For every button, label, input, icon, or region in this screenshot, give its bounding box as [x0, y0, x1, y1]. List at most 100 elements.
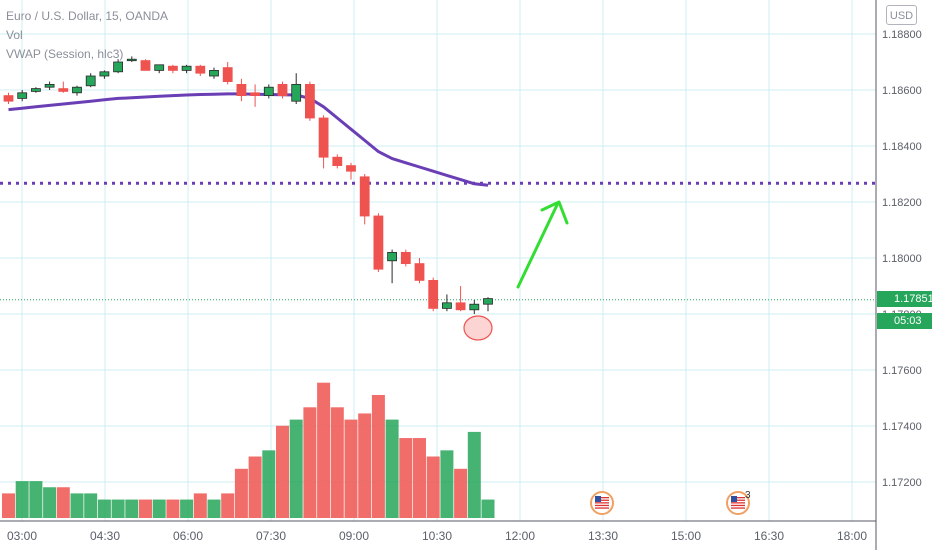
- flag-stripe: [595, 497, 609, 499]
- volume-bar: [56, 487, 70, 518]
- y-tick-label: 1.18600: [882, 85, 922, 97]
- volume-bar: [111, 499, 125, 518]
- candle-body: [181, 65, 192, 71]
- y-tick-label: 1.18000: [882, 253, 922, 265]
- volume-bar: [29, 481, 43, 518]
- volume-bar: [330, 407, 344, 518]
- last-price-label: 1.17851: [877, 291, 932, 307]
- volume-bar: [399, 438, 413, 518]
- volume-bar: [15, 481, 29, 518]
- volume-bar: [413, 438, 426, 518]
- y-tick-label: 1.17200: [882, 477, 922, 489]
- volume-bar: [221, 493, 235, 518]
- volume-bar: [43, 487, 57, 518]
- x-tick-label: 13:30: [588, 529, 618, 543]
- candle-body: [455, 302, 466, 311]
- flag-stripe: [731, 507, 745, 509]
- candle-body: [291, 84, 302, 102]
- flag-stripe: [731, 499, 745, 501]
- y-tick-label: 1.17400: [882, 421, 922, 433]
- volume-bar: [97, 499, 111, 518]
- volume-bar: [303, 407, 317, 518]
- vwap-indicator-label[interactable]: VWAP (Session, hlc3): [6, 47, 124, 61]
- volume-bar: [481, 499, 495, 518]
- candle-body: [140, 60, 151, 71]
- volume-bar: [426, 456, 440, 518]
- candle-body: [113, 61, 123, 73]
- flag-stripe: [731, 504, 745, 507]
- candle-body: [414, 263, 425, 281]
- flag-canton: [595, 496, 601, 502]
- volume-bar: [262, 450, 276, 518]
- volume-bar: [234, 468, 248, 518]
- volume-bar: [180, 499, 194, 518]
- volume-bar: [152, 499, 166, 518]
- candle-body: [387, 251, 398, 262]
- volume-bar: [344, 419, 358, 518]
- candle-body: [99, 71, 110, 77]
- volume-bar: [467, 431, 481, 518]
- x-tick-label: 10:30: [422, 529, 452, 543]
- candle-body: [346, 165, 356, 172]
- candle-body: [469, 303, 480, 311]
- volume-bar: [248, 456, 262, 518]
- low-marker-circle: [463, 315, 493, 341]
- candle-body: [222, 67, 233, 82]
- flag-stripe: [595, 507, 609, 509]
- y-tick-label: 1.18200: [882, 197, 922, 209]
- candle-body: [209, 70, 219, 77]
- volume-bar: [440, 450, 454, 518]
- volume-bar: [371, 395, 385, 518]
- volume-bar: [385, 419, 399, 518]
- candle-body: [30, 88, 41, 92]
- y-tick-label: 1.18800: [882, 29, 922, 41]
- candle-body: [17, 92, 28, 99]
- volume-indicator-label[interactable]: Vol: [6, 28, 23, 42]
- x-tick-label: 04:30: [90, 529, 120, 543]
- volume-bar: [166, 499, 180, 518]
- volume-bar: [358, 413, 372, 518]
- candle-body: [236, 84, 247, 97]
- volume-bar: [125, 499, 139, 518]
- candle-body: [154, 64, 165, 71]
- volume-bar: [454, 468, 468, 518]
- flag-stripe: [595, 504, 609, 507]
- x-tick-label: 16:30: [754, 529, 784, 543]
- candle-body: [318, 117, 329, 158]
- candle-body: [85, 75, 96, 87]
- symbol-title[interactable]: Euro / U.S. Dollar, 15, OANDA: [6, 9, 169, 23]
- candle-body: [167, 65, 178, 71]
- candle-body: [72, 86, 82, 94]
- candle-body: [126, 58, 137, 62]
- candle-body: [332, 156, 343, 166]
- volume-bar: [317, 382, 331, 518]
- candle-body: [277, 84, 288, 97]
- candle-body: [250, 92, 261, 97]
- x-tick-label: 09:00: [339, 529, 369, 543]
- candle-body: [400, 251, 411, 264]
- flag-canton: [731, 496, 737, 502]
- candle-body: [483, 298, 493, 305]
- flag-stripe: [595, 499, 609, 501]
- candle-body: [58, 88, 69, 92]
- x-tick-label: 18:00: [837, 529, 867, 543]
- x-tick-label: 06:00: [173, 529, 203, 543]
- flag-stripe: [731, 502, 745, 504]
- volume-bar: [70, 493, 84, 518]
- y-tick-label: 1.17600: [882, 365, 922, 377]
- event-count-badge: 3: [745, 490, 751, 501]
- volume-bar: [193, 493, 207, 518]
- volume-bar: [289, 419, 303, 518]
- x-tick-label: 15:00: [671, 529, 701, 543]
- currency-button[interactable]: USD: [886, 5, 917, 25]
- candle-body: [3, 95, 14, 102]
- x-tick-label: 12:00: [505, 529, 535, 543]
- x-tick-label: 07:30: [256, 529, 286, 543]
- volume-bar: [276, 425, 289, 518]
- arrow-up-icon: [516, 203, 559, 289]
- volume-bar: [2, 493, 15, 518]
- candle-body: [373, 215, 384, 270]
- candle-body: [441, 302, 452, 309]
